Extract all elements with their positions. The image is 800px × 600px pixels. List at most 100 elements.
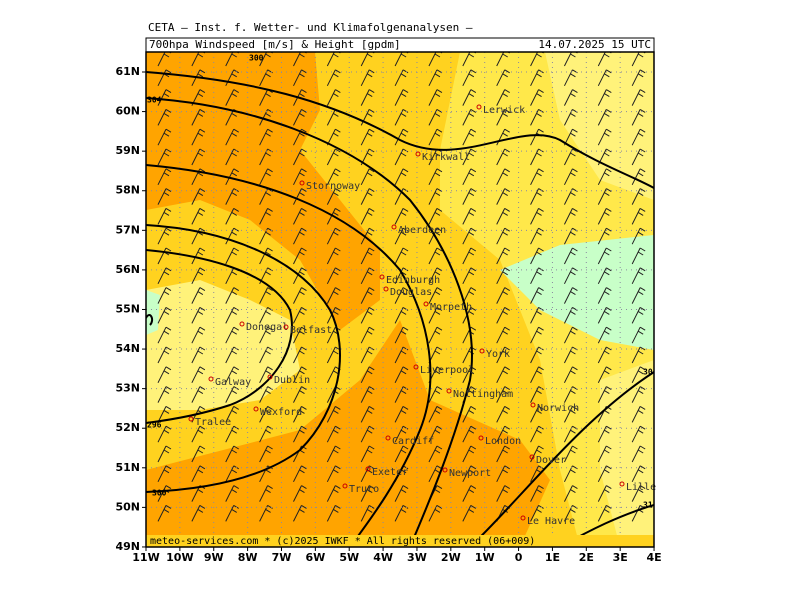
wind-barb xyxy=(462,69,477,87)
wind-barb xyxy=(394,168,409,186)
lon-label: 10W xyxy=(166,551,193,564)
city-dot xyxy=(415,151,421,157)
wind-barb xyxy=(462,465,477,483)
city-dot xyxy=(253,406,259,412)
contour-label: 296 xyxy=(147,421,162,430)
city-label: Morpeth xyxy=(430,302,472,313)
wind-barb xyxy=(293,504,307,522)
lon-label: 1W xyxy=(475,551,495,564)
wind-barb xyxy=(530,267,544,285)
wind-barb xyxy=(293,69,307,87)
wind-barb xyxy=(462,445,477,463)
wind-barb xyxy=(225,445,239,463)
wind-barb xyxy=(530,386,544,403)
contour-label: 30 xyxy=(643,368,653,377)
wind-barb xyxy=(394,366,409,384)
footer-band xyxy=(146,535,654,547)
wind-barb xyxy=(225,148,239,166)
wind-barb xyxy=(360,445,375,463)
wind-barb xyxy=(428,326,443,344)
wind-barb xyxy=(225,306,239,324)
wind-barb xyxy=(394,207,409,225)
wind-barb xyxy=(360,69,375,87)
wind-barb xyxy=(631,346,646,364)
city-dot xyxy=(365,466,371,472)
wind-barb xyxy=(293,485,307,502)
wind-barb xyxy=(563,366,578,384)
wind-barb xyxy=(563,405,578,423)
wind-barb xyxy=(563,287,578,304)
wind-barb xyxy=(394,445,409,463)
wind-barb xyxy=(360,168,375,186)
wind-barb xyxy=(530,188,544,205)
lat-label: 61N xyxy=(115,65,140,78)
city-label: Liverpool xyxy=(420,365,474,376)
wind-barb xyxy=(462,128,477,146)
wind-barb xyxy=(225,69,239,87)
wind-barb xyxy=(293,287,307,304)
wind-barb xyxy=(631,128,646,146)
wind-barb xyxy=(597,485,612,502)
map-frame xyxy=(145,51,655,548)
lon-label: 5W xyxy=(339,551,359,564)
wind-barb xyxy=(631,485,646,502)
wind-barb xyxy=(259,168,273,186)
city-dot xyxy=(530,402,536,408)
lon-label: 1E xyxy=(545,551,560,564)
wind-barb xyxy=(631,188,646,205)
wind-barb xyxy=(225,287,239,304)
wind-barb xyxy=(326,306,341,324)
wind-barb xyxy=(191,386,206,403)
wind-barb xyxy=(597,465,612,483)
wind-barb xyxy=(563,326,578,344)
wind-barb xyxy=(496,425,510,443)
city-dot xyxy=(383,286,389,292)
wind-barb xyxy=(259,128,273,146)
wind-barb xyxy=(259,287,273,304)
wind-barb xyxy=(496,267,510,285)
wind-barb xyxy=(293,247,307,265)
wind-barb xyxy=(597,346,612,364)
city-label: Galway xyxy=(215,377,251,388)
wind-barb xyxy=(496,326,510,344)
wind-barb xyxy=(293,168,307,186)
wind-barb xyxy=(462,168,477,186)
wind-barb xyxy=(225,346,239,364)
lon-label: 3W xyxy=(407,551,427,564)
wind-barb xyxy=(191,425,206,443)
city-dot xyxy=(476,104,482,110)
wind-barb xyxy=(360,346,375,364)
wind-barb xyxy=(225,188,239,205)
wind-barb xyxy=(496,227,510,245)
contour-label: 300 xyxy=(152,489,167,498)
lon-label: 2W xyxy=(441,551,461,564)
lon-label: 11W xyxy=(132,551,159,564)
wind-barb xyxy=(462,227,477,245)
wind-barb xyxy=(191,108,206,126)
wind-barb xyxy=(360,326,375,344)
city-dot xyxy=(267,374,273,380)
wind-barb xyxy=(326,89,341,106)
wind-barb xyxy=(191,504,206,522)
city-label: Aberdeen xyxy=(398,225,446,236)
wind-barb xyxy=(191,188,206,205)
wind-barb xyxy=(597,504,612,522)
wind-barb xyxy=(428,207,443,225)
wind-barb xyxy=(360,306,375,324)
wind-barb xyxy=(360,366,375,384)
wind-barb xyxy=(326,287,341,304)
wind-barb xyxy=(225,128,239,146)
wind-barb xyxy=(496,188,510,205)
lat-label: 52N xyxy=(115,421,140,434)
wind-barb xyxy=(259,247,273,265)
wind-barb xyxy=(394,425,409,443)
wind-barb xyxy=(326,227,341,245)
wind-barb xyxy=(157,504,172,522)
wind-barb xyxy=(631,366,646,384)
lat-label: 56N xyxy=(115,263,140,276)
lon-label: 0 xyxy=(515,551,523,564)
wind-barb xyxy=(259,405,273,423)
wind-barb xyxy=(191,306,206,324)
city-dot xyxy=(379,274,385,280)
